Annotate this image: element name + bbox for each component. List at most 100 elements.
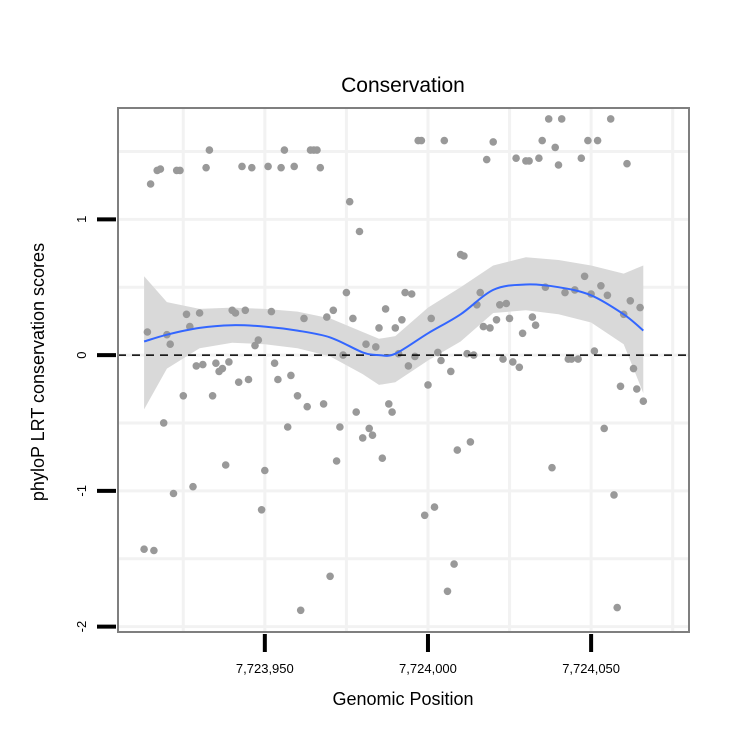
data-point [182, 310, 191, 319]
data-point [280, 146, 289, 154]
data-point [398, 316, 406, 324]
data-point [270, 359, 279, 368]
data-point [349, 314, 357, 323]
data-point [388, 408, 396, 416]
data-point [424, 381, 432, 389]
data-point [535, 154, 543, 162]
data-point [267, 307, 276, 316]
x-tick-label: 7,723,950 [236, 661, 294, 676]
data-point [303, 402, 312, 411]
data-point [518, 329, 527, 338]
data-point [554, 161, 563, 169]
data-point [352, 408, 361, 416]
data-point [208, 392, 217, 400]
y-tick-label: 0 [74, 351, 89, 358]
data-point [463, 349, 471, 358]
data-point [368, 431, 377, 440]
data-point [150, 546, 158, 555]
data-point [391, 324, 400, 332]
data-point [238, 162, 246, 171]
data-point [443, 587, 452, 596]
data-point [557, 115, 566, 123]
data-point [381, 305, 390, 313]
data-point [244, 375, 253, 384]
data-point [482, 155, 491, 164]
data-point [316, 163, 325, 172]
data-point [378, 454, 387, 463]
data-point [189, 482, 197, 491]
data-point [427, 314, 436, 323]
data-point [450, 560, 458, 568]
data-point [584, 136, 592, 145]
data-point [593, 136, 602, 145]
data-point [159, 419, 168, 427]
data-point [156, 165, 165, 173]
data-point [407, 290, 416, 298]
data-point [606, 115, 615, 123]
data-point [140, 545, 148, 553]
y-tick-label: 1 [74, 216, 89, 223]
data-point [466, 438, 475, 446]
data-point [440, 136, 449, 145]
data-point [505, 314, 514, 323]
data-point [404, 362, 413, 370]
chart-title: Conservation [341, 74, 465, 97]
data-point [616, 382, 625, 391]
x-tick-label: 7,724,000 [399, 661, 457, 676]
data-point [437, 356, 445, 365]
data-point [293, 392, 302, 400]
x-axis: 7,723,950 7,724,000 7,724,050 [236, 634, 620, 676]
y-tick-label: -2 [74, 621, 89, 633]
data-point [195, 309, 204, 317]
data-point [430, 503, 439, 511]
x-tick-label: 7,724,050 [562, 661, 620, 676]
data-point [234, 378, 243, 387]
data-point [326, 572, 334, 581]
data-point [603, 291, 612, 300]
data-point [476, 288, 485, 297]
data-point [251, 341, 259, 350]
data-point [345, 197, 354, 206]
data-point [319, 400, 328, 408]
data-point [375, 324, 383, 332]
data-point [434, 348, 442, 357]
data-point [254, 336, 263, 344]
plot-frame [117, 107, 690, 633]
data-point [502, 299, 511, 308]
data-point [447, 367, 455, 376]
data-point [528, 313, 537, 321]
data-point [313, 146, 321, 154]
data-point [486, 324, 494, 332]
data-point [544, 115, 553, 123]
data-point [169, 489, 178, 498]
confidence-band [144, 257, 644, 410]
x-axis-title: Genomic Position [332, 689, 473, 709]
data-point [453, 446, 462, 454]
data-point [290, 162, 299, 171]
data-point [166, 340, 174, 349]
data-point [489, 138, 498, 146]
data-point [548, 463, 556, 472]
y-axis: -2 -1 0 1 [74, 216, 116, 633]
data-point [401, 288, 409, 297]
y-tick-label: -1 [74, 485, 89, 497]
data-point [212, 359, 220, 368]
data-point [365, 424, 374, 433]
data-point [146, 180, 155, 188]
data-point [512, 154, 520, 162]
data-point [385, 400, 393, 408]
data-point [248, 163, 256, 172]
data-point [143, 328, 152, 336]
data-point [192, 362, 201, 370]
data-point [590, 347, 599, 355]
data-point [329, 306, 338, 315]
data-point [531, 321, 540, 330]
data-point [300, 314, 308, 323]
data-point [639, 397, 648, 406]
data-point [600, 424, 608, 433]
data-point [567, 355, 576, 363]
data-point [342, 288, 351, 297]
data-point [205, 146, 214, 154]
data-point [179, 392, 188, 400]
